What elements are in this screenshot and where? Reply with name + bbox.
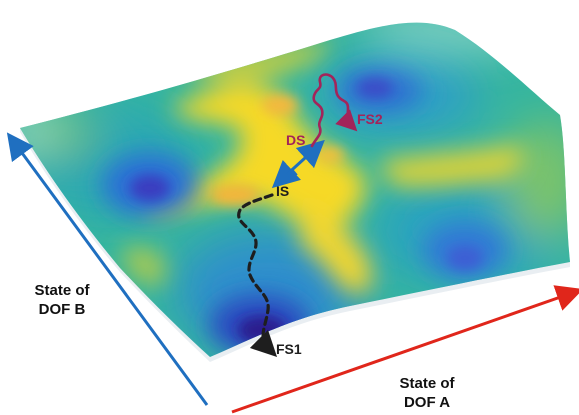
is-marker [286, 168, 298, 180]
initial-to-fs1-path [237, 193, 278, 358]
dof-a-label-line1: State of [399, 375, 455, 392]
dof-a-label-line2: DOF A [404, 394, 450, 411]
dof-b-axis-arrow [6, 132, 209, 406]
dof-b-label-line1: State of [34, 282, 90, 299]
fs2-label: FS2 [357, 111, 383, 127]
is-label: IS [276, 183, 289, 199]
dof-a-axis-arrow [231, 285, 579, 414]
ds-to-fs2-path [310, 73, 358, 148]
dof-b-axis-label: State of DOF B [34, 282, 90, 318]
fs1-label: FS1 [276, 341, 302, 357]
dof-a-axis-label: State of DOF A [399, 375, 455, 411]
ds-label: DS [286, 132, 305, 148]
dof-b-label-line2: DOF B [39, 301, 86, 318]
